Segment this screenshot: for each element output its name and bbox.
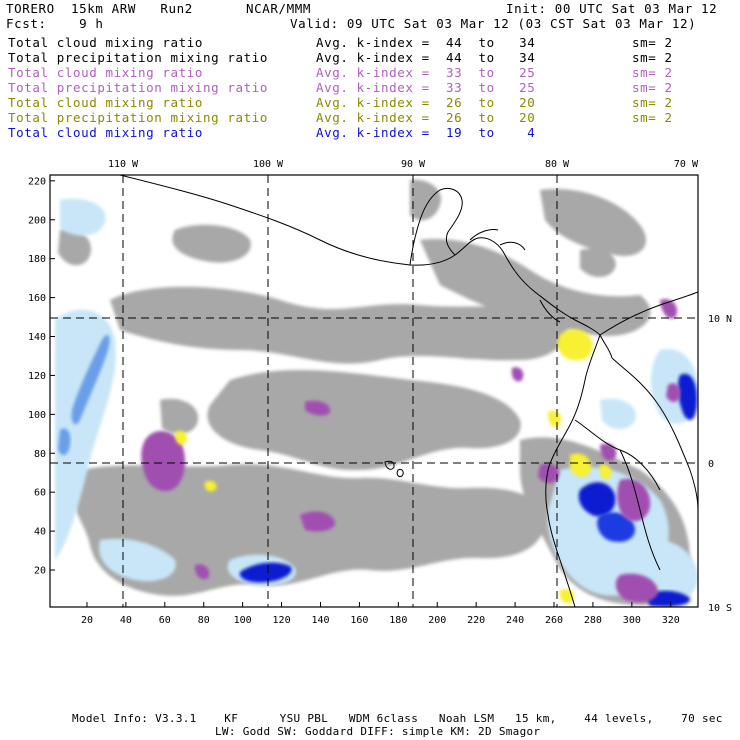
longitude-labels: 110 W 100 W 90 W 80 W 70 W bbox=[108, 159, 699, 170]
y-tick-label: 60 bbox=[34, 488, 46, 499]
longitude-label: 100 W bbox=[253, 159, 284, 170]
x-tick-label: 60 bbox=[159, 615, 171, 626]
legend-kindex: Avg. k-index = 44 to 34 bbox=[316, 50, 536, 65]
x-tick-label: 80 bbox=[198, 615, 210, 626]
legend-smoothing: sm= 2 bbox=[632, 35, 673, 50]
legend-smoothing: sm= 2 bbox=[632, 65, 673, 80]
legend-kindex: Avg. k-index = 26 to 20 bbox=[316, 110, 536, 125]
x-tick-label: 100 bbox=[234, 615, 252, 626]
init-time: Init: 00 UTC Sat 03 Mar 12 bbox=[506, 1, 718, 16]
legend-smoothing: sm= 2 bbox=[632, 80, 673, 95]
longitude-label: 80 W bbox=[545, 159, 570, 170]
legend-field: Total precipitation mixing ratio bbox=[8, 50, 269, 65]
legend-field: Total precipitation mixing ratio bbox=[8, 80, 269, 95]
blue-cloud-cores bbox=[58, 335, 697, 607]
y-tick-label: 20 bbox=[34, 566, 46, 577]
forecast-hour: Fcst: 9 h bbox=[6, 16, 104, 31]
legend-kindex: Avg. k-index = 44 to 34 bbox=[316, 35, 536, 50]
field-layer bbox=[55, 175, 698, 607]
legend-smoothing: sm= 2 bbox=[632, 50, 673, 65]
x-tick-label: 260 bbox=[545, 615, 563, 626]
coastline-borders bbox=[119, 175, 698, 607]
y-tick-label: 120 bbox=[28, 371, 46, 382]
x-tick-label: 240 bbox=[506, 615, 524, 626]
valid-time: Valid: 09 UTC Sat 03 Mar 12 (03 CST Sat … bbox=[290, 16, 697, 31]
x-tick-label: 220 bbox=[467, 615, 485, 626]
latitude-label: 0 bbox=[708, 459, 714, 470]
y-tick-label: 140 bbox=[28, 332, 46, 343]
x-tick-label: 40 bbox=[120, 615, 132, 626]
legend-smoothing: sm= 2 bbox=[632, 110, 673, 125]
legend-field: Total cloud mixing ratio bbox=[8, 65, 204, 80]
legend-field: Total precipitation mixing ratio bbox=[8, 110, 269, 125]
y-tick-label: 160 bbox=[28, 293, 46, 304]
legend-kindex: Avg. k-index = 33 to 25 bbox=[316, 65, 536, 80]
model-info-line: Model Info: V3.3.1 KF YSU PBL WDM 6class… bbox=[72, 712, 723, 725]
legend-kindex: Avg. k-index = 19 to 4 bbox=[316, 125, 536, 140]
x-tick-label: 200 bbox=[428, 615, 446, 626]
longitude-label: 90 W bbox=[401, 159, 426, 170]
y-tick-label: 200 bbox=[28, 215, 46, 226]
map-frame bbox=[49, 174, 699, 608]
y-tick-label: 40 bbox=[34, 527, 46, 538]
legend-kindex: Avg. k-index = 33 to 25 bbox=[316, 80, 536, 95]
x-tick-label: 320 bbox=[662, 615, 680, 626]
y-tick-labels: 220 200 180 160 140 120 100 80 60 40 20 bbox=[28, 176, 46, 576]
x-tick-label: 20 bbox=[81, 615, 93, 626]
legend-field: Total cloud mixing ratio bbox=[8, 35, 204, 50]
y-tick-label: 220 bbox=[28, 176, 46, 187]
x-tick-label: 120 bbox=[273, 615, 291, 626]
latitude-label: 10 N bbox=[708, 314, 732, 325]
organization-label: NCAR/MMM bbox=[246, 1, 312, 16]
y-tick-label: 180 bbox=[28, 254, 46, 265]
x-tick-label: 300 bbox=[623, 615, 641, 626]
latitude-label: 10 S bbox=[708, 603, 732, 614]
yellow-precip-field bbox=[174, 329, 612, 604]
axis-ticks bbox=[50, 180, 672, 607]
y-tick-label: 100 bbox=[28, 410, 46, 421]
legend-smoothing: sm= 2 bbox=[632, 95, 673, 110]
x-tick-label: 160 bbox=[350, 615, 368, 626]
physics-info-line: LW: Godd SW: Goddard DIFF: simple KM: 2D… bbox=[215, 725, 541, 738]
x-tick-label: 140 bbox=[311, 615, 329, 626]
legend-field: Total cloud mixing ratio bbox=[8, 125, 204, 140]
model-title: TORERO 15km ARW Run2 bbox=[6, 1, 193, 16]
graticule bbox=[50, 175, 698, 607]
legend-field: Total cloud mixing ratio bbox=[8, 95, 204, 110]
y-tick-label: 80 bbox=[34, 449, 46, 460]
longitude-label: 110 W bbox=[108, 159, 139, 170]
legend-kindex: Avg. k-index = 26 to 20 bbox=[316, 95, 536, 110]
x-tick-label: 180 bbox=[389, 615, 407, 626]
x-tick-labels: 20 40 60 80 100 120 140 160 180 200 220 240 260 280 30… bbox=[81, 615, 680, 626]
longitude-label: 70 W bbox=[674, 159, 699, 170]
x-tick-label: 280 bbox=[584, 615, 602, 626]
latitude-labels: 10 N 0 10 S bbox=[708, 314, 732, 614]
